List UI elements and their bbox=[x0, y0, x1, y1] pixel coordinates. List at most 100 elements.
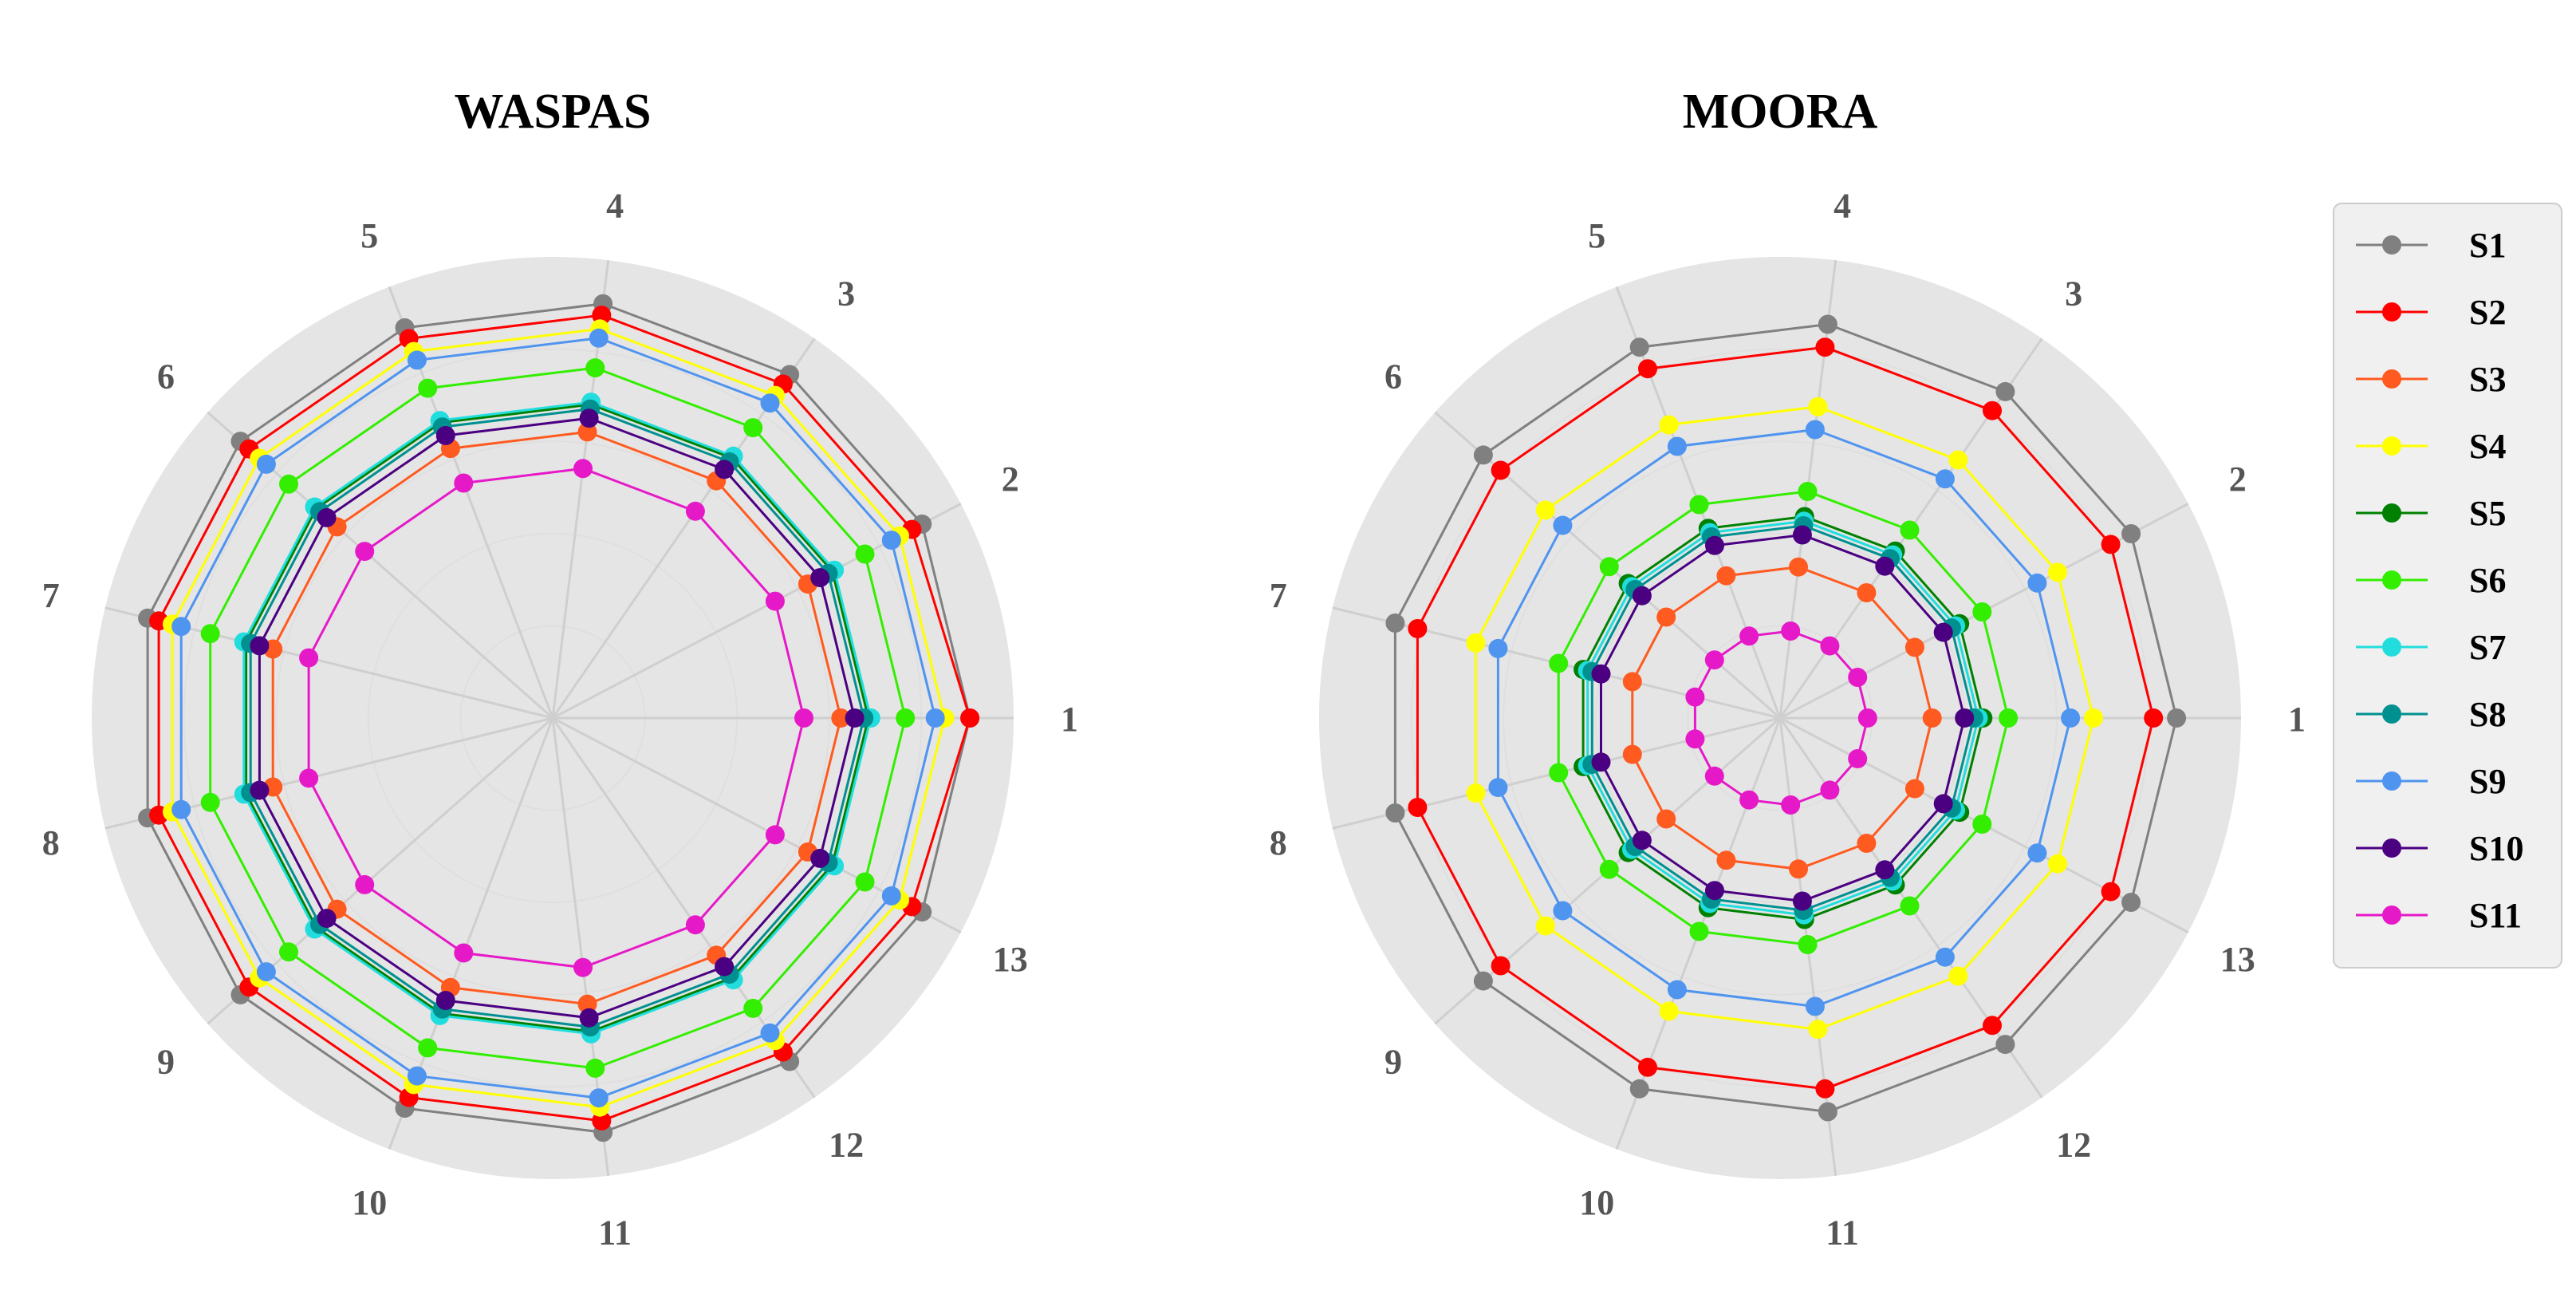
data-point bbox=[1995, 1035, 2015, 1055]
data-point bbox=[1632, 586, 1652, 606]
angle-tick-label: 7 bbox=[1270, 576, 1287, 615]
data-point bbox=[743, 998, 763, 1018]
series-line bbox=[1590, 524, 1975, 912]
data-point bbox=[2027, 573, 2047, 593]
data-point bbox=[1792, 525, 1812, 545]
angle-tick-label: 2 bbox=[2229, 460, 2247, 499]
data-point bbox=[1955, 708, 1975, 728]
data-point bbox=[1935, 469, 1955, 489]
data-point bbox=[1491, 956, 1511, 976]
data-point bbox=[765, 825, 785, 845]
data-point bbox=[573, 459, 593, 479]
data-point bbox=[1667, 436, 1687, 456]
angle-tick-label: 10 bbox=[352, 1183, 387, 1222]
angle-tick-label: 1 bbox=[2288, 700, 2306, 739]
data-point bbox=[589, 328, 609, 348]
data-point bbox=[171, 617, 191, 637]
data-point bbox=[1922, 708, 1942, 728]
data-point bbox=[855, 872, 875, 892]
data-point bbox=[1972, 602, 1992, 621]
angle-tick-label: 7 bbox=[42, 576, 60, 615]
data-point bbox=[418, 1038, 438, 1058]
data-point bbox=[1739, 626, 1759, 646]
data-point bbox=[794, 708, 813, 728]
series-s6 bbox=[200, 358, 916, 1078]
data-point bbox=[1705, 535, 1724, 555]
data-point bbox=[2121, 893, 2141, 912]
data-point bbox=[279, 942, 298, 962]
angle-tick-label: 9 bbox=[1385, 1043, 1402, 1082]
series-line bbox=[1581, 515, 1984, 921]
data-point bbox=[1488, 778, 1508, 798]
data-point bbox=[573, 957, 593, 977]
series-line bbox=[258, 416, 857, 1020]
data-point bbox=[760, 393, 780, 413]
data-point bbox=[1656, 809, 1676, 829]
data-point bbox=[2048, 562, 2067, 582]
data-point bbox=[1667, 980, 1687, 1000]
data-point bbox=[1659, 1001, 1679, 1021]
data-point bbox=[454, 473, 474, 493]
angle-tick-label: 2 bbox=[1002, 460, 1019, 499]
data-point bbox=[2048, 854, 2067, 874]
data-point bbox=[1857, 834, 1877, 853]
series-line bbox=[1474, 405, 2095, 1031]
series-line bbox=[1631, 566, 1934, 870]
series-line bbox=[171, 327, 946, 1109]
data-point bbox=[1716, 566, 1736, 586]
legend-marker bbox=[2382, 906, 2401, 925]
data-point bbox=[2101, 535, 2121, 554]
data-point bbox=[1466, 783, 1486, 803]
data-point bbox=[1904, 637, 1924, 657]
legend-marker bbox=[2382, 503, 2401, 523]
series-line bbox=[157, 314, 971, 1123]
data-point bbox=[1689, 921, 1709, 941]
data-point bbox=[1491, 460, 1511, 480]
legend-item: S1 bbox=[2356, 226, 2506, 265]
angle-tick-label: 4 bbox=[1834, 187, 1851, 226]
data-point bbox=[1818, 1102, 1837, 1122]
data-point bbox=[1488, 638, 1508, 658]
data-point bbox=[1622, 744, 1642, 764]
data-point bbox=[1948, 966, 1968, 986]
series-s3 bbox=[1622, 557, 1942, 879]
legend-item: S10 bbox=[2356, 829, 2523, 868]
angle-tick-label: 9 bbox=[157, 1043, 175, 1082]
data-point bbox=[1632, 831, 1652, 850]
data-point bbox=[1716, 850, 1736, 870]
data-point bbox=[1549, 653, 1569, 673]
series-line bbox=[249, 408, 865, 1028]
legend-label: S7 bbox=[2469, 628, 2506, 667]
data-point bbox=[1553, 515, 1573, 535]
series-line bbox=[242, 400, 872, 1036]
series-line bbox=[1600, 533, 1966, 903]
angle-tick-label: 3 bbox=[2065, 274, 2082, 314]
data-point bbox=[1798, 935, 1818, 954]
data-point bbox=[171, 799, 191, 819]
series-s11 bbox=[1685, 621, 1877, 815]
data-point bbox=[760, 1023, 780, 1043]
data-point bbox=[355, 542, 375, 562]
series-line bbox=[307, 467, 805, 969]
legend-marker bbox=[2382, 235, 2401, 254]
series-line bbox=[271, 430, 842, 1006]
data-point bbox=[2027, 843, 2047, 863]
data-point bbox=[579, 408, 599, 428]
data-point bbox=[585, 358, 605, 378]
legend-item: S9 bbox=[2356, 762, 2506, 801]
data-point bbox=[1385, 614, 1405, 633]
data-point bbox=[1473, 445, 1493, 465]
data-point bbox=[435, 991, 455, 1010]
data-point bbox=[317, 507, 337, 527]
data-point bbox=[1935, 947, 1955, 967]
data-point bbox=[1815, 337, 1835, 357]
data-point bbox=[845, 708, 865, 728]
legend-label: S4 bbox=[2469, 427, 2506, 466]
data-point bbox=[810, 848, 830, 868]
data-point bbox=[435, 426, 455, 445]
series-s6 bbox=[1549, 482, 2019, 954]
data-point bbox=[1704, 766, 1724, 786]
data-point bbox=[1622, 672, 1642, 692]
data-point bbox=[743, 418, 763, 438]
